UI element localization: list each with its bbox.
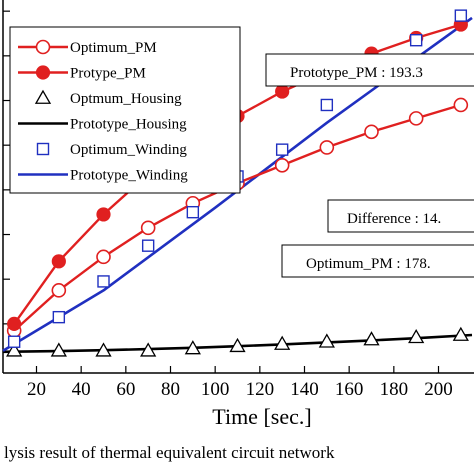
- x-tick-label: 120: [246, 379, 275, 400]
- x-tick-label: 40: [72, 379, 91, 400]
- legend-swatch-marker: [35, 65, 51, 80]
- x-tick-label: 100: [201, 379, 230, 400]
- x-tick-label: 200: [424, 379, 453, 400]
- data-point: [97, 275, 110, 288]
- data-point: [95, 342, 112, 357]
- data-point: [318, 333, 335, 348]
- data-point: [408, 111, 424, 126]
- legend-swatch-marker: [36, 142, 50, 156]
- legend-entry-optimum-winding: Optimum_Winding: [36, 142, 187, 158]
- data-point: [96, 249, 111, 265]
- data-point: [409, 34, 423, 47]
- x-tick-label: 80: [161, 379, 180, 400]
- data-point: [275, 84, 290, 99]
- legend-entry-protype-pm: Protype_PM: [18, 65, 146, 82]
- annotations: Prototype_PM : 193.3 Difference : 14. Op…: [265, 53, 474, 278]
- data-point: [274, 335, 291, 350]
- legend: Optimum_PM Protype_PM Optmum_Housing Protot…: [9, 26, 241, 194]
- x-tick-label: 140: [290, 379, 319, 400]
- data-point: [319, 140, 335, 155]
- data-point: [452, 326, 469, 341]
- legend-label: Prototype_Winding: [70, 168, 188, 184]
- data-point: [51, 283, 67, 298]
- legend-label: Protype_PM: [70, 66, 146, 82]
- legend-entry-prototype-winding: Prototype_Winding: [18, 168, 188, 184]
- data-point: [184, 340, 201, 355]
- data-point: [408, 328, 425, 344]
- x-axis: 20 40 60 80 100 120 140 160 180 200: [27, 366, 453, 400]
- data-point: [454, 9, 468, 22]
- data-point: [186, 205, 200, 219]
- x-tick-label: 160: [335, 379, 364, 400]
- data-point: [7, 316, 22, 331]
- series-points-optimum-winding: [7, 9, 468, 348]
- data-point: [7, 335, 21, 348]
- x-axis-title: Time [sec.]: [212, 404, 311, 429]
- legend-label: Optimum_Winding: [70, 142, 187, 158]
- data-point: [6, 342, 23, 357]
- series-line-prototype-winding: [2, 16, 473, 352]
- data-point: [363, 331, 380, 346]
- data-point: [140, 342, 157, 357]
- data-point: [453, 97, 469, 113]
- data-point: [52, 310, 66, 324]
- data-point: [141, 239, 155, 252]
- data-point: [140, 220, 156, 236]
- legend-entry-prototype-housing: Prototype_Housing: [18, 117, 187, 133]
- x-tick-label: 180: [380, 379, 409, 400]
- legend-label: Optmum_Housing: [70, 91, 182, 107]
- legend-entry-optmum-housing: Optmum_Housing: [34, 89, 182, 107]
- series-points-optmum-housing: [6, 326, 469, 357]
- data-point: [364, 124, 379, 140]
- annotation-prototype-pm: Prototype_PM : 193.3: [265, 53, 474, 87]
- legend-swatch-marker: [34, 89, 52, 104]
- data-point: [51, 254, 66, 269]
- legend-entry-optimum-pm: Optimum_PM: [18, 39, 157, 56]
- annotation-difference: Difference : 14.: [327, 199, 474, 233]
- data-point: [274, 157, 290, 173]
- legend-swatch-marker: [35, 39, 51, 55]
- legend-label: Optimum_PM: [70, 40, 157, 56]
- annotation-prototype-pm-text: Prototype_PM : 193.3: [290, 65, 423, 81]
- figure-caption: lysis result of thermal equivalent circu…: [4, 443, 335, 462]
- annotation-difference-text: Difference : 14.: [347, 211, 441, 227]
- data-point: [275, 143, 289, 156]
- annotation-optimum-pm: Optimum_PM : 178.: [281, 244, 474, 278]
- annotation-optimum-pm-text: Optimum_PM : 178.: [306, 256, 431, 272]
- data-point: [229, 337, 246, 353]
- legend-box: [9, 26, 241, 194]
- x-tick-label: 60: [116, 379, 135, 400]
- data-point: [50, 342, 67, 357]
- data-point: [320, 98, 334, 112]
- legend-label: Prototype_Housing: [70, 117, 187, 133]
- x-tick-label: 20: [27, 379, 46, 400]
- data-point: [96, 207, 111, 222]
